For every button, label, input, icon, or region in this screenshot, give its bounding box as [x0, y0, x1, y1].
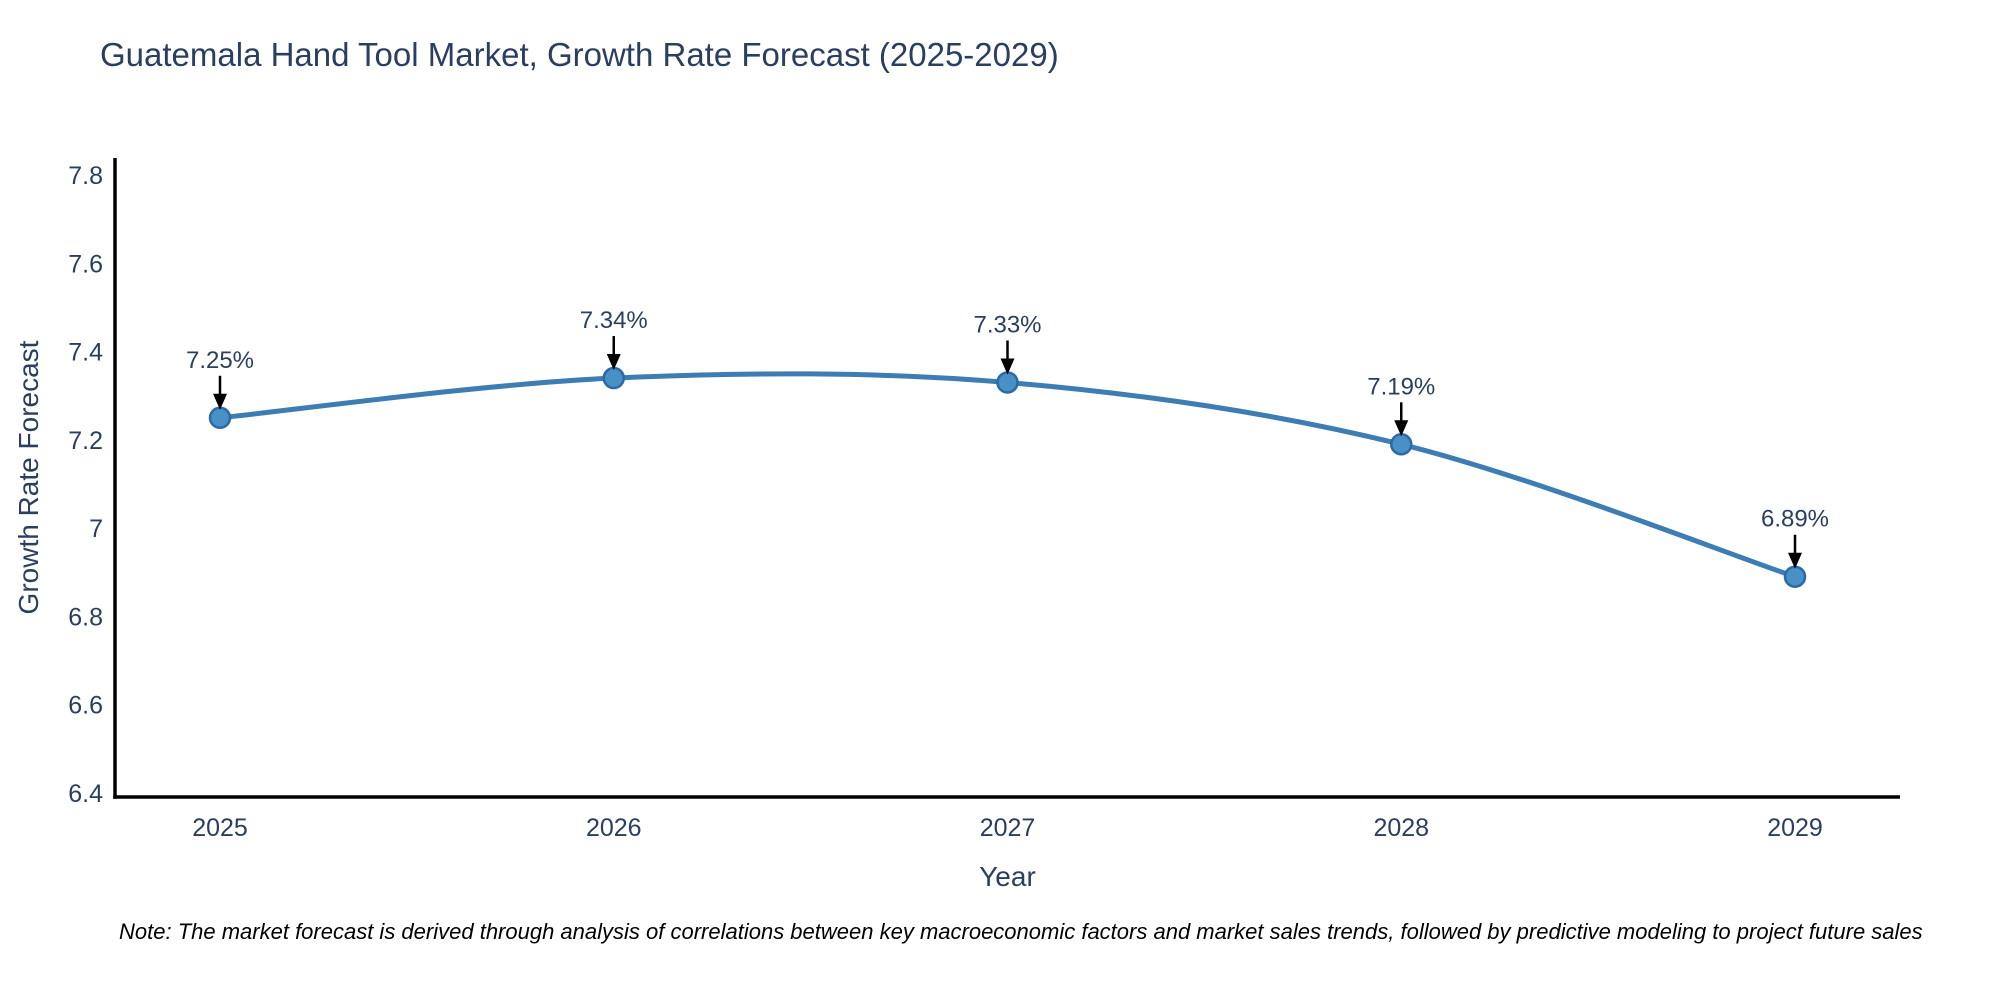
annotation-arrowhead — [213, 393, 227, 410]
annotation-label: 6.89% — [1761, 506, 1829, 533]
y-axis-title: Growth Rate Forecast — [13, 340, 44, 614]
data-point-marker — [996, 371, 1019, 394]
x-axis-title: Year — [979, 861, 1036, 892]
annotation-label: 7.19% — [1367, 373, 1435, 400]
data-point-marker — [1783, 565, 1807, 588]
x-tick-label: 2027 — [980, 814, 1036, 842]
y-tick-label: 7.2 — [68, 427, 103, 455]
y-tick-label: 7.6 — [68, 250, 103, 278]
annotation-label: 7.25% — [186, 347, 254, 374]
chart-footnote: Note: The market forecast is derived thr… — [119, 919, 1923, 944]
annotation-label: 7.33% — [973, 311, 1041, 338]
annotation-label: 7.34% — [580, 307, 648, 334]
trend-line — [217, 371, 1798, 580]
y-tick-label: 6.6 — [68, 692, 103, 720]
y-tick-label: 6.4 — [68, 780, 103, 808]
annotation-arrowhead — [1000, 358, 1015, 375]
chart-title: Guatemala Hand Tool Market, Growth Rate … — [100, 36, 1059, 73]
y-tick-label: 7 — [89, 515, 103, 543]
y-tick-label: 7.4 — [68, 339, 103, 367]
annotation-arrowhead — [1788, 552, 1802, 569]
annotation-arrowhead — [1394, 420, 1409, 437]
x-tick-label: 2028 — [1373, 814, 1429, 842]
x-tick-label: 2029 — [1767, 814, 1823, 842]
y-tick-label: 7.8 — [68, 162, 103, 190]
x-tick-label: 2025 — [192, 814, 248, 842]
data-point-marker — [1390, 433, 1413, 456]
x-tick-label: 2026 — [586, 814, 642, 842]
y-tick-label: 6.8 — [68, 603, 103, 631]
data-point-marker — [208, 406, 232, 430]
annotation-arrowhead — [606, 354, 621, 371]
data-point-marker — [602, 366, 625, 390]
